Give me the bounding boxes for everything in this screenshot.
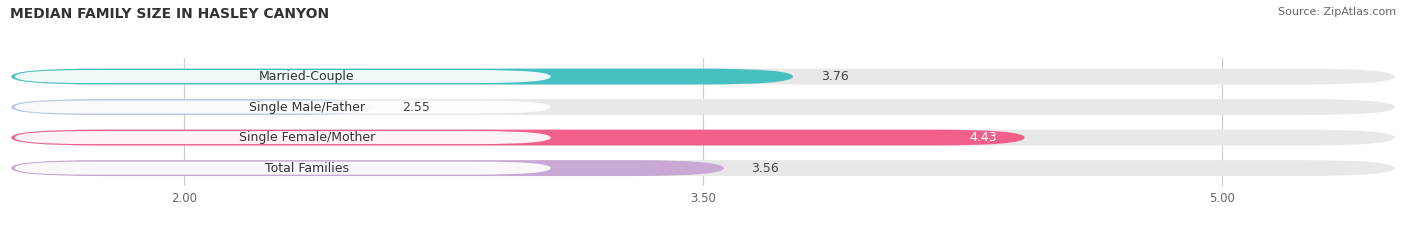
FancyBboxPatch shape xyxy=(14,162,551,175)
FancyBboxPatch shape xyxy=(11,69,793,85)
Text: Single Male/Father: Single Male/Father xyxy=(249,101,366,113)
Text: 4.43: 4.43 xyxy=(969,131,997,144)
FancyBboxPatch shape xyxy=(11,99,1395,115)
FancyBboxPatch shape xyxy=(11,99,374,115)
FancyBboxPatch shape xyxy=(14,101,551,113)
FancyBboxPatch shape xyxy=(11,130,1025,146)
Text: Married-Couple: Married-Couple xyxy=(259,70,354,83)
Text: Single Female/Mother: Single Female/Mother xyxy=(239,131,375,144)
FancyBboxPatch shape xyxy=(11,130,1395,146)
FancyBboxPatch shape xyxy=(11,160,724,176)
Text: 3.76: 3.76 xyxy=(821,70,848,83)
Text: 3.56: 3.56 xyxy=(751,162,779,175)
Text: Source: ZipAtlas.com: Source: ZipAtlas.com xyxy=(1278,7,1396,17)
FancyBboxPatch shape xyxy=(11,69,1395,85)
Text: MEDIAN FAMILY SIZE IN HASLEY CANYON: MEDIAN FAMILY SIZE IN HASLEY CANYON xyxy=(10,7,329,21)
FancyBboxPatch shape xyxy=(14,131,551,144)
Text: 2.55: 2.55 xyxy=(402,101,430,113)
FancyBboxPatch shape xyxy=(14,70,551,83)
Text: Total Families: Total Families xyxy=(264,162,349,175)
FancyBboxPatch shape xyxy=(11,160,1395,176)
